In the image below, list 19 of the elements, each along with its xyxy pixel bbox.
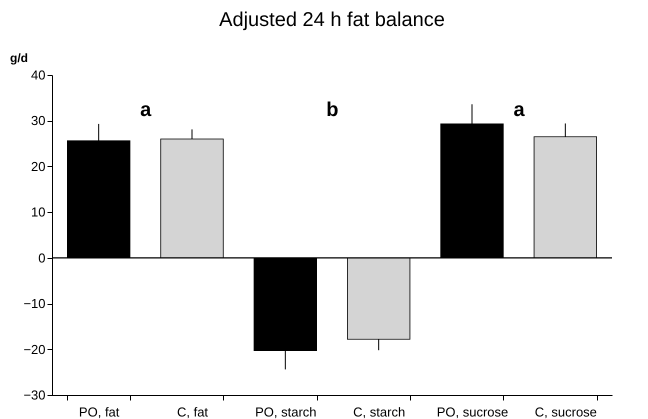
y-tick-label: −30 xyxy=(23,388,46,402)
y-tick-label: 30 xyxy=(31,113,46,128)
y-tick-label: 20 xyxy=(31,158,46,174)
x-tick-label: PO, starch xyxy=(255,404,317,419)
x-tick-label: C, fat xyxy=(176,404,208,419)
x-tick-label: PO, fat xyxy=(78,404,120,419)
y-tick-label: −10 xyxy=(23,296,46,312)
annotation: a xyxy=(514,99,526,121)
y-tick-label: 40 xyxy=(31,68,46,82)
x-tick-label: PO, sucrose xyxy=(436,404,508,419)
y-tick-label: 10 xyxy=(31,204,46,220)
chart-title: Adjusted 24 h fat balance xyxy=(219,9,445,31)
x-tick-label: C, sucrose xyxy=(534,404,597,419)
x-tick-label: C, starch xyxy=(353,404,406,419)
y-tick-label: 0 xyxy=(38,250,46,266)
annotation: b xyxy=(326,99,339,121)
y-axis-title: g/d xyxy=(10,51,28,65)
annotation: a xyxy=(140,99,152,121)
y-tick-label: −20 xyxy=(23,342,46,357)
